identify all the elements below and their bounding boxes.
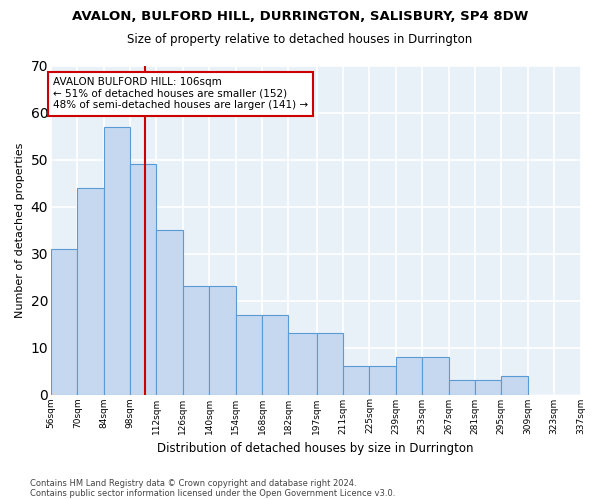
Bar	[317, 334, 343, 394]
Text: Contains HM Land Registry data © Crown copyright and database right 2024.: Contains HM Land Registry data © Crown c…	[30, 478, 356, 488]
Bar	[104, 126, 130, 394]
Bar	[183, 286, 209, 395]
Bar	[236, 314, 262, 394]
Bar	[396, 357, 422, 395]
Text: Size of property relative to detached houses in Durrington: Size of property relative to detached ho…	[127, 32, 473, 46]
Bar	[77, 188, 104, 394]
Bar	[130, 164, 157, 394]
Bar	[51, 249, 77, 394]
Text: AVALON, BULFORD HILL, DURRINGTON, SALISBURY, SP4 8DW: AVALON, BULFORD HILL, DURRINGTON, SALISB…	[72, 10, 528, 23]
Bar	[209, 286, 236, 395]
Bar	[475, 380, 502, 394]
Bar	[502, 376, 528, 394]
Bar	[370, 366, 396, 394]
Y-axis label: Number of detached properties: Number of detached properties	[15, 142, 25, 318]
Bar	[262, 314, 289, 394]
Bar	[157, 230, 183, 394]
Bar	[289, 334, 317, 394]
X-axis label: Distribution of detached houses by size in Durrington: Distribution of detached houses by size …	[157, 442, 474, 455]
Bar	[343, 366, 370, 394]
Text: AVALON BULFORD HILL: 106sqm
← 51% of detached houses are smaller (152)
48% of se: AVALON BULFORD HILL: 106sqm ← 51% of det…	[53, 78, 308, 110]
Bar	[422, 357, 449, 395]
Text: Contains public sector information licensed under the Open Government Licence v3: Contains public sector information licen…	[30, 488, 395, 498]
Bar	[449, 380, 475, 394]
